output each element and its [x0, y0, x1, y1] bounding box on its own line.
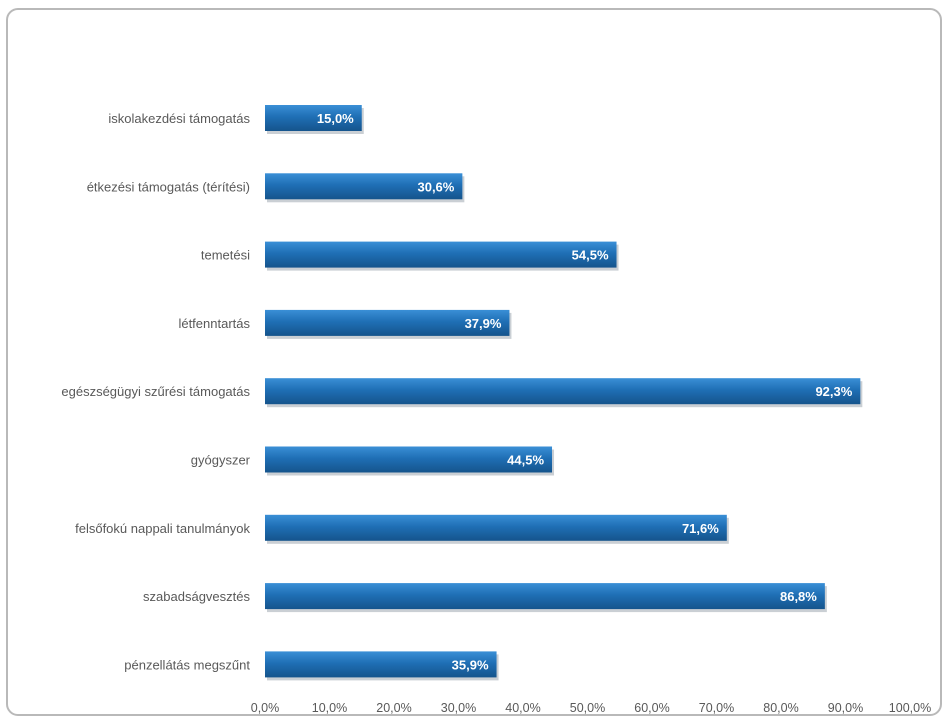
bar-value-label: 37,9% [465, 316, 502, 331]
bar [265, 514, 727, 541]
bar [265, 651, 497, 678]
bar-value-label: 86,8% [780, 589, 817, 604]
category-label: létfenntartás [178, 316, 250, 331]
x-tick-label: 20,0% [376, 701, 411, 715]
category-label: gyógyszer [191, 453, 251, 468]
category-label: temetési [201, 248, 250, 263]
bars-group: 15,0% 30,6% 54,5% 37,9% 92,3% 44,5% 71,6% 86,8%… [265, 105, 863, 681]
bar [265, 173, 463, 200]
bar [265, 309, 510, 336]
category-label: étkezési támogatás (térítési) [87, 179, 250, 194]
bar [265, 241, 617, 268]
x-tick-label: 10,0% [312, 701, 347, 715]
x-tick-label: 40,0% [505, 701, 540, 715]
bar [265, 446, 553, 473]
x-tick-label: 50,0% [570, 701, 605, 715]
bar-value-label: 44,5% [507, 453, 544, 468]
x-tick-label: 60,0% [634, 701, 669, 715]
category-label: iskolakezdési támogatás [108, 111, 250, 126]
x-tick-label: 30,0% [441, 701, 476, 715]
bar-value-label: 92,3% [815, 384, 852, 399]
category-label: pénzellátás megszűnt [124, 657, 250, 672]
x-tick-label: 80,0% [763, 701, 798, 715]
category-labels: iskolakezdési támogatás étkezési támogatá… [61, 111, 250, 672]
category-label: felsőfokú nappali tanulmányok [75, 521, 250, 536]
x-tick-label: 0,0% [251, 701, 280, 715]
bar-value-label: 35,9% [452, 657, 489, 672]
category-label: szabadságvesztés [143, 589, 250, 604]
x-axis-ticks: 0,0% 10,0% 20,0% 30,0% 40,0% 50,0% 60,0% 70,0% 8… [251, 701, 931, 715]
bar-value-label: 71,6% [682, 521, 719, 536]
bar [265, 583, 825, 610]
bar [265, 105, 362, 131]
x-tick-label: 100,0% [889, 701, 931, 715]
bar-value-label: 54,5% [572, 248, 609, 263]
bar-value-label: 30,6% [417, 179, 454, 194]
bar [265, 378, 861, 405]
x-tick-label: 90,0% [828, 701, 863, 715]
x-tick-label: 70,0% [699, 701, 734, 715]
bar-value-label: 15,0% [317, 111, 354, 126]
category-label: egészségügyi szűrési támogatás [61, 384, 250, 399]
